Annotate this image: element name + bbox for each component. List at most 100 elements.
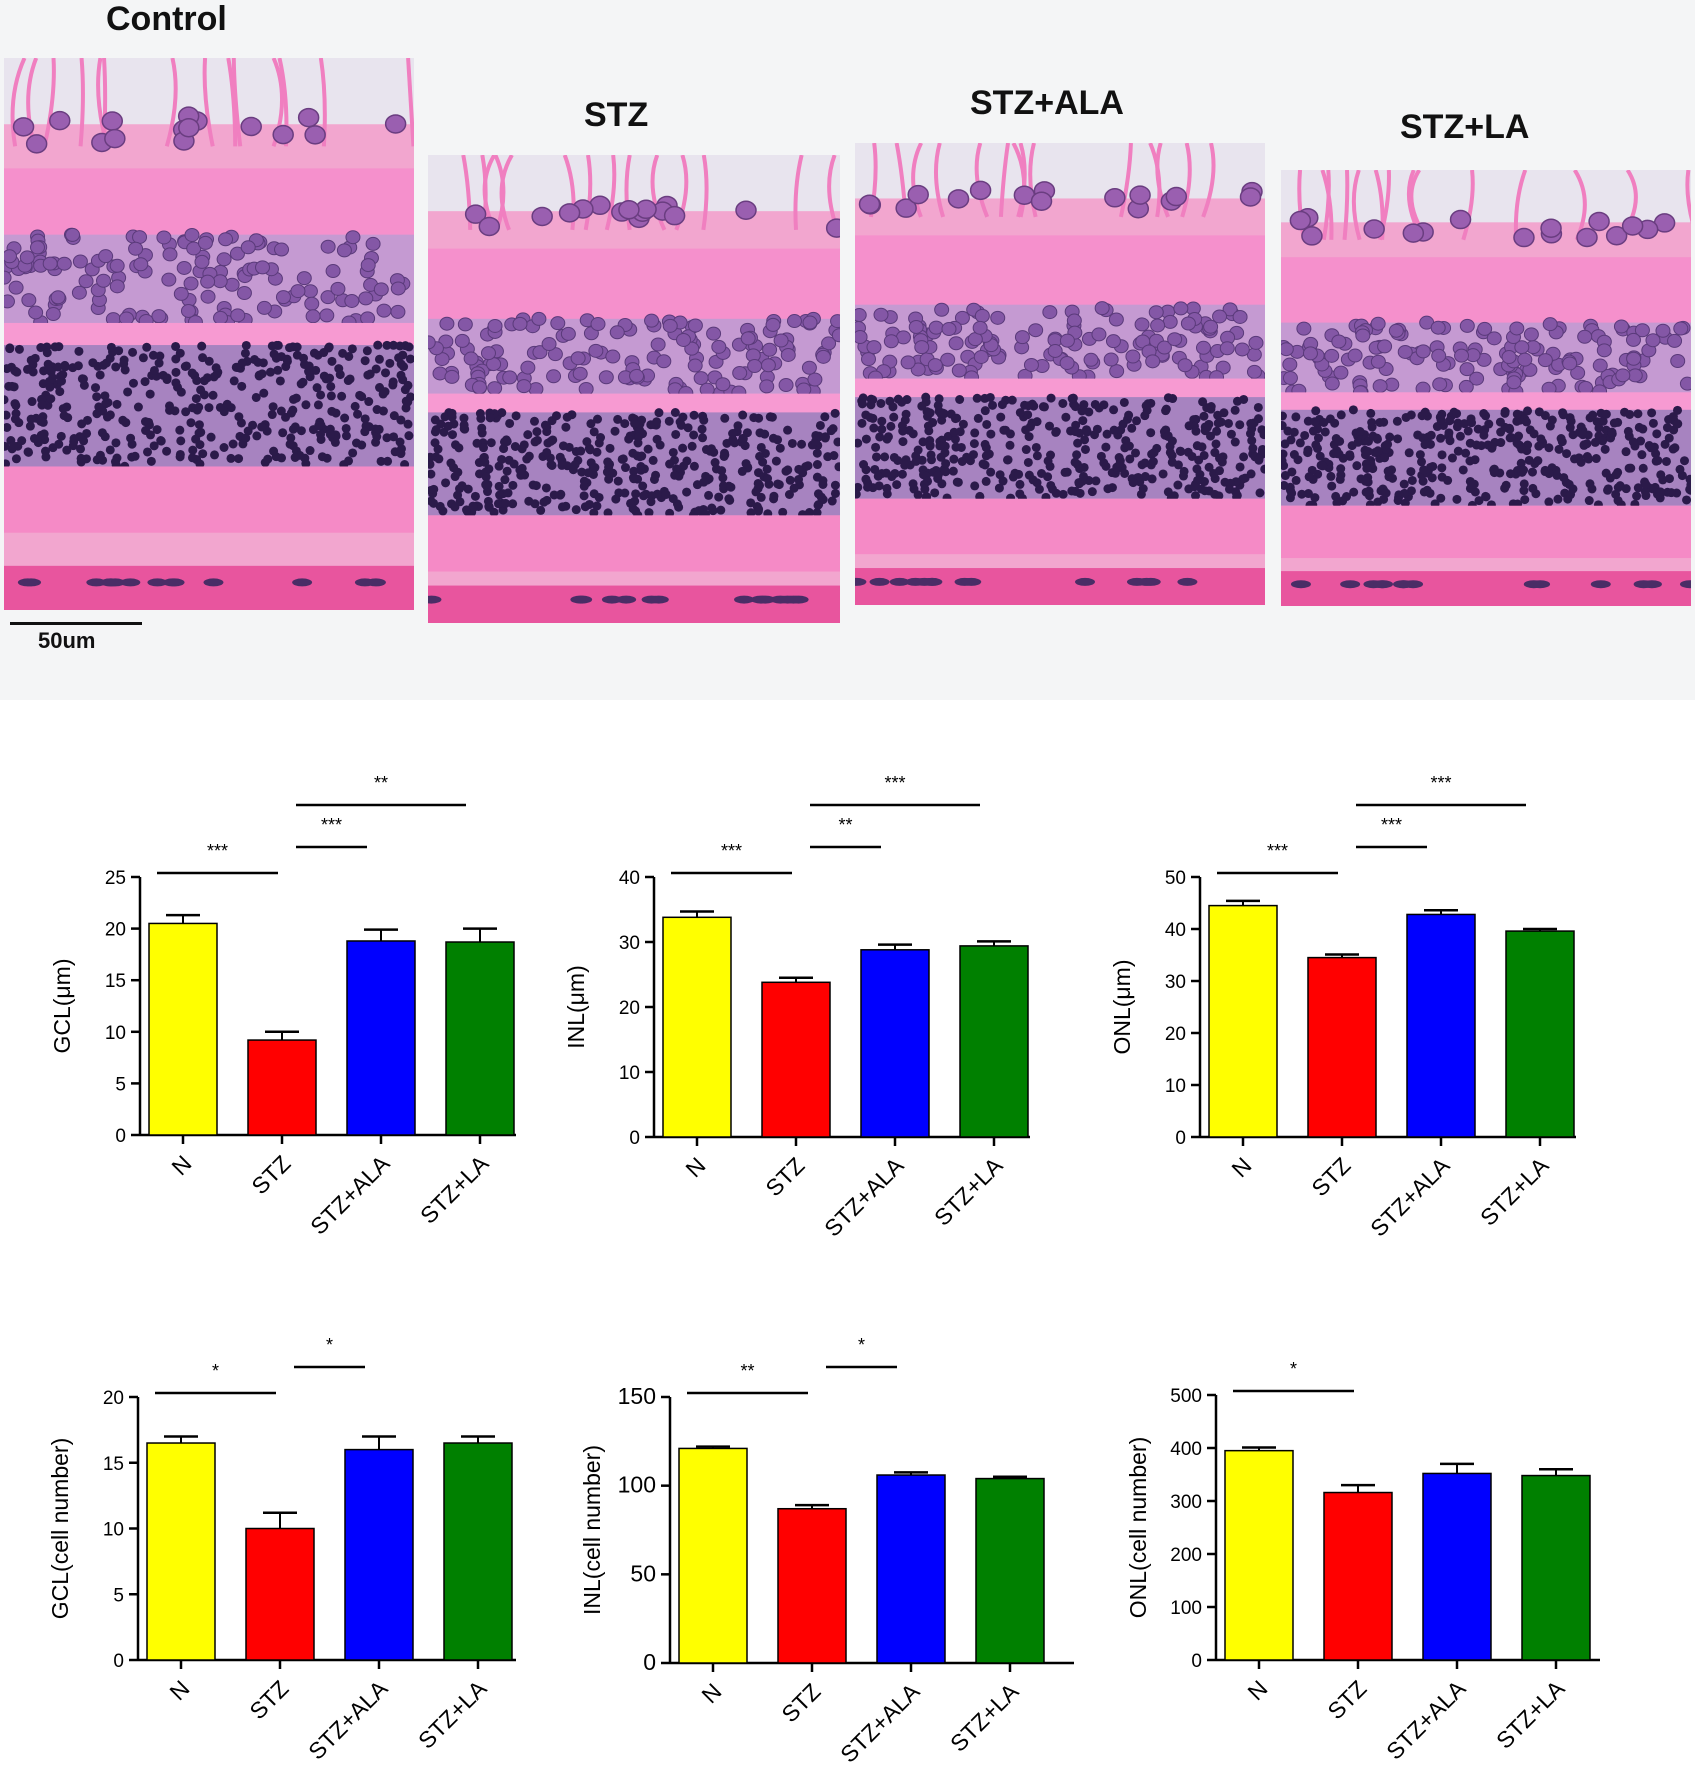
x-tick-label: N bbox=[164, 1675, 194, 1705]
y-tick-label: 200 bbox=[1170, 1545, 1202, 1566]
y-tick-label: 0 bbox=[113, 1651, 124, 1672]
x-tick-label: STZ bbox=[1322, 1675, 1371, 1724]
bar-stz-la bbox=[1505, 930, 1575, 1138]
significance-label: *** bbox=[207, 841, 228, 861]
x-tick-label: STZ+ALA bbox=[305, 1150, 395, 1240]
y-tick-label: 10 bbox=[1165, 1076, 1186, 1097]
significance-label: *** bbox=[1430, 773, 1451, 793]
bar-stz-ala bbox=[1406, 913, 1476, 1138]
bar-stz-ala bbox=[1422, 1472, 1492, 1661]
bar-stz-ala bbox=[344, 1448, 414, 1661]
y-axis-label: GCL(cell number) bbox=[47, 1438, 73, 1620]
y-tick-label: 20 bbox=[103, 1388, 124, 1409]
x-tick-label: N bbox=[1226, 1152, 1256, 1182]
y-tick-label: 100 bbox=[1170, 1598, 1202, 1619]
y-tick-label: 500 bbox=[1170, 1386, 1202, 1407]
bar-stz-la bbox=[975, 1477, 1045, 1664]
significance-label: * bbox=[212, 1361, 219, 1381]
y-tick-label: 10 bbox=[105, 1023, 126, 1044]
bar-n bbox=[662, 916, 732, 1138]
x-tick-label: STZ+ALA bbox=[819, 1152, 909, 1242]
y-tick-label: 20 bbox=[619, 998, 640, 1019]
x-tick-label: STZ bbox=[246, 1150, 295, 1199]
x-tick-label: N bbox=[696, 1678, 726, 1708]
bar-stz-ala bbox=[860, 949, 930, 1138]
bar-n bbox=[146, 1442, 216, 1661]
x-tick-label: STZ+LA bbox=[415, 1150, 494, 1229]
bar-stz bbox=[1323, 1491, 1393, 1661]
bar-n bbox=[148, 922, 218, 1136]
y-tick-label: 300 bbox=[1170, 1492, 1202, 1513]
bar-chart-3: 0 10 20 30 40 50 ONL(μm) N STZ STZ+ALA STZ+LA *** **… bbox=[1109, 773, 1576, 1242]
y-tick-label: 50 bbox=[1165, 868, 1186, 889]
x-tick-label: STZ+LA bbox=[1475, 1152, 1554, 1231]
bar-stz bbox=[245, 1527, 315, 1661]
significance-label: * bbox=[326, 1335, 333, 1355]
retina-tissue-image bbox=[428, 155, 840, 623]
y-axis-label: ONL(μm) bbox=[1109, 959, 1135, 1054]
micrograph-control bbox=[4, 58, 414, 610]
y-tick-label: 10 bbox=[103, 1520, 124, 1541]
y-tick-label: 25 bbox=[105, 868, 126, 889]
y-tick-label: 5 bbox=[113, 1585, 124, 1606]
y-tick-label: 0 bbox=[629, 1128, 640, 1149]
y-tick-label: 20 bbox=[1165, 1024, 1186, 1045]
bar-stz-la bbox=[1521, 1474, 1591, 1661]
retina-tissue-image bbox=[855, 143, 1265, 605]
y-tick-label: 50 bbox=[630, 1560, 656, 1586]
micrograph-label-control: Control bbox=[106, 0, 227, 38]
y-tick-label: 0 bbox=[643, 1649, 656, 1675]
bar-stz bbox=[247, 1039, 317, 1136]
x-tick-label: STZ+LA bbox=[929, 1152, 1008, 1231]
y-axis-label: ONL(cell number) bbox=[1125, 1437, 1151, 1619]
x-tick-label: STZ+ALA bbox=[1365, 1152, 1455, 1242]
micrograph-section: Control STZ STZ+ALA STZ+LA 50um bbox=[0, 0, 1695, 700]
x-tick-label: STZ+ALA bbox=[303, 1675, 393, 1765]
significance-label: *** bbox=[1381, 815, 1402, 835]
scale-bar-label: 50um bbox=[38, 628, 96, 653]
significance-label: *** bbox=[721, 841, 742, 861]
y-tick-label: 100 bbox=[618, 1472, 656, 1498]
significance-label: *** bbox=[1267, 841, 1288, 861]
significance-label: * bbox=[858, 1335, 865, 1355]
x-tick-label: STZ+LA bbox=[1491, 1675, 1570, 1754]
y-tick-label: 0 bbox=[1191, 1651, 1202, 1672]
x-tick-label: STZ bbox=[244, 1675, 293, 1724]
x-tick-label: STZ bbox=[760, 1152, 809, 1201]
bar-chart-5: 0 50 100 150 INL(cell number) N STZ STZ+ALA STZ+… bbox=[579, 1335, 1074, 1768]
x-tick-label: N bbox=[1242, 1675, 1272, 1705]
retina-tissue-image bbox=[1281, 170, 1691, 606]
micrograph-label-stz-ala: STZ+ALA bbox=[970, 84, 1124, 122]
bar-n bbox=[678, 1447, 748, 1664]
y-tick-label: 0 bbox=[1175, 1128, 1186, 1149]
y-tick-label: 400 bbox=[1170, 1439, 1202, 1460]
significance-label: *** bbox=[884, 773, 905, 793]
significance-label: *** bbox=[321, 815, 342, 835]
y-axis-label: INL(μm) bbox=[563, 965, 589, 1049]
bar-stz-ala bbox=[346, 940, 416, 1136]
bar-stz bbox=[777, 1507, 847, 1664]
y-tick-label: 0 bbox=[115, 1126, 126, 1147]
y-tick-label: 40 bbox=[619, 868, 640, 889]
x-tick-label: STZ+ALA bbox=[835, 1678, 925, 1768]
y-tick-label: 10 bbox=[619, 1063, 640, 1084]
significance-label: ** bbox=[374, 773, 388, 793]
x-tick-label: STZ+LA bbox=[945, 1678, 1024, 1757]
x-tick-label: STZ+LA bbox=[413, 1675, 492, 1754]
y-tick-label: 5 bbox=[115, 1074, 126, 1095]
micrograph-label-stz-la: STZ+LA bbox=[1400, 108, 1530, 146]
y-axis-label: GCL(μm) bbox=[49, 958, 75, 1053]
micrograph-label-stz: STZ bbox=[584, 96, 649, 134]
bar-chart-6: 0 100 200 300 400 500 ONL(cell number) N STZ STZ+… bbox=[1125, 1359, 1600, 1765]
bar-stz bbox=[761, 981, 831, 1138]
micrograph-stz-ala bbox=[855, 143, 1265, 605]
retina-tissue-image bbox=[4, 58, 414, 610]
y-tick-label: 30 bbox=[1165, 972, 1186, 993]
x-tick-label: STZ bbox=[776, 1678, 825, 1727]
bar-stz bbox=[1307, 956, 1377, 1138]
bar-stz-ala bbox=[876, 1474, 946, 1664]
bar-stz-la bbox=[445, 941, 515, 1136]
